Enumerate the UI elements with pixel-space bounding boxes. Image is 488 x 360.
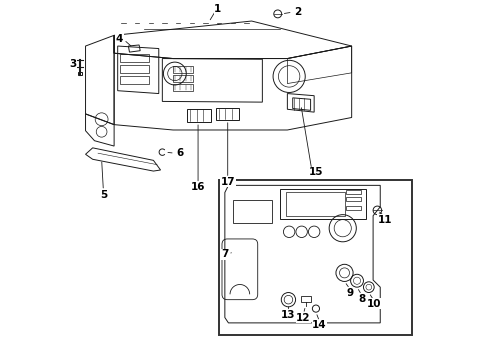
Text: 9: 9 <box>346 288 353 297</box>
Text: 1: 1 <box>214 4 221 14</box>
Bar <box>219 180 411 336</box>
Bar <box>300 296 310 302</box>
Bar <box>187 109 210 122</box>
Bar <box>173 75 192 82</box>
Text: 3: 3 <box>69 59 77 69</box>
Bar <box>216 108 239 120</box>
Text: 6: 6 <box>176 148 183 158</box>
Text: 15: 15 <box>308 167 323 177</box>
Text: 11: 11 <box>377 215 391 225</box>
Bar <box>346 197 360 202</box>
Bar <box>346 206 360 210</box>
Text: 10: 10 <box>366 299 380 309</box>
Text: 16: 16 <box>190 182 205 192</box>
Text: 13: 13 <box>281 310 295 320</box>
Bar <box>346 190 360 194</box>
Text: 5: 5 <box>100 190 107 200</box>
Bar <box>120 76 148 84</box>
Text: 4: 4 <box>116 33 123 44</box>
Bar <box>173 66 192 73</box>
Text: 8: 8 <box>357 294 365 303</box>
Bar <box>120 54 148 62</box>
Bar <box>280 189 365 219</box>
Bar <box>120 65 148 73</box>
Text: 12: 12 <box>296 313 310 323</box>
Bar <box>233 200 272 223</box>
Text: 14: 14 <box>311 320 326 330</box>
Bar <box>285 192 344 216</box>
Bar <box>173 84 192 91</box>
Text: 2: 2 <box>294 7 301 17</box>
Text: 17: 17 <box>220 177 235 187</box>
Text: 7: 7 <box>221 249 228 259</box>
Bar <box>78 72 82 75</box>
